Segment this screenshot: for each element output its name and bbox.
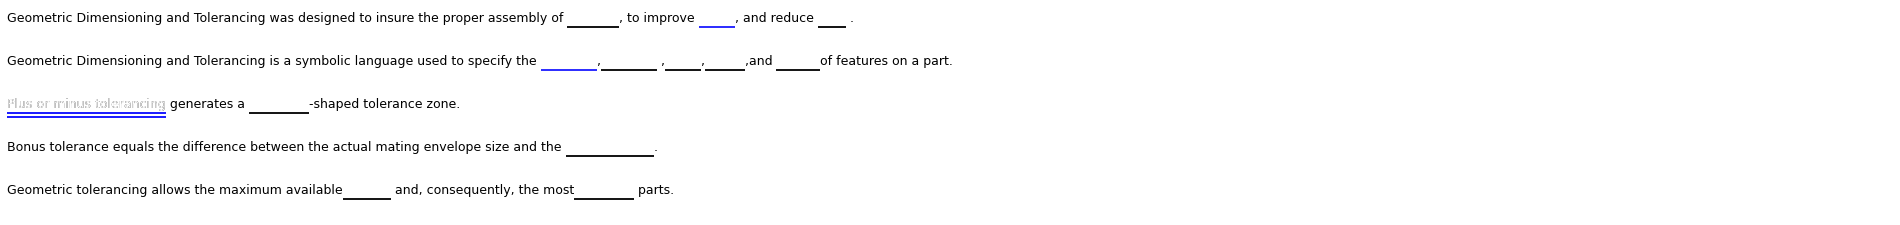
Text: Geometric Dimensioning and Tolerancing was designed to insure the proper assembl: Geometric Dimensioning and Tolerancing w… (8, 12, 568, 25)
Text: parts.: parts. (635, 183, 674, 196)
Text: Geometric tolerancing allows the maximum available: Geometric tolerancing allows the maximum… (8, 183, 342, 196)
Text: Bonus tolerance equals the difference between the actual mating envelope size an: Bonus tolerance equals the difference be… (8, 140, 566, 153)
Text: Geometric Dimensioning and Tolerancing is a symbolic language used to specify th: Geometric Dimensioning and Tolerancing i… (8, 55, 542, 68)
Text: .: . (654, 140, 657, 153)
Text: , and reduce: , and reduce (735, 12, 817, 25)
Text: ,and: ,and (745, 55, 777, 68)
Text: ,: , (701, 55, 705, 68)
Text: ,: , (597, 55, 600, 68)
Text: and, consequently, the most: and, consequently, the most (391, 183, 574, 196)
Text: -shaped tolerance zone.: -shaped tolerance zone. (310, 98, 460, 110)
Text: ,: , (657, 55, 665, 68)
Text: Plus or minus tolerancing generates a: Plus or minus tolerancing generates a (8, 98, 249, 110)
Text: of features on a part.: of features on a part. (821, 55, 954, 68)
Text: , to improve: , to improve (619, 12, 699, 25)
Text: Plus or minus tolerancing: Plus or minus tolerancing (8, 98, 165, 110)
Text: .: . (846, 12, 853, 25)
